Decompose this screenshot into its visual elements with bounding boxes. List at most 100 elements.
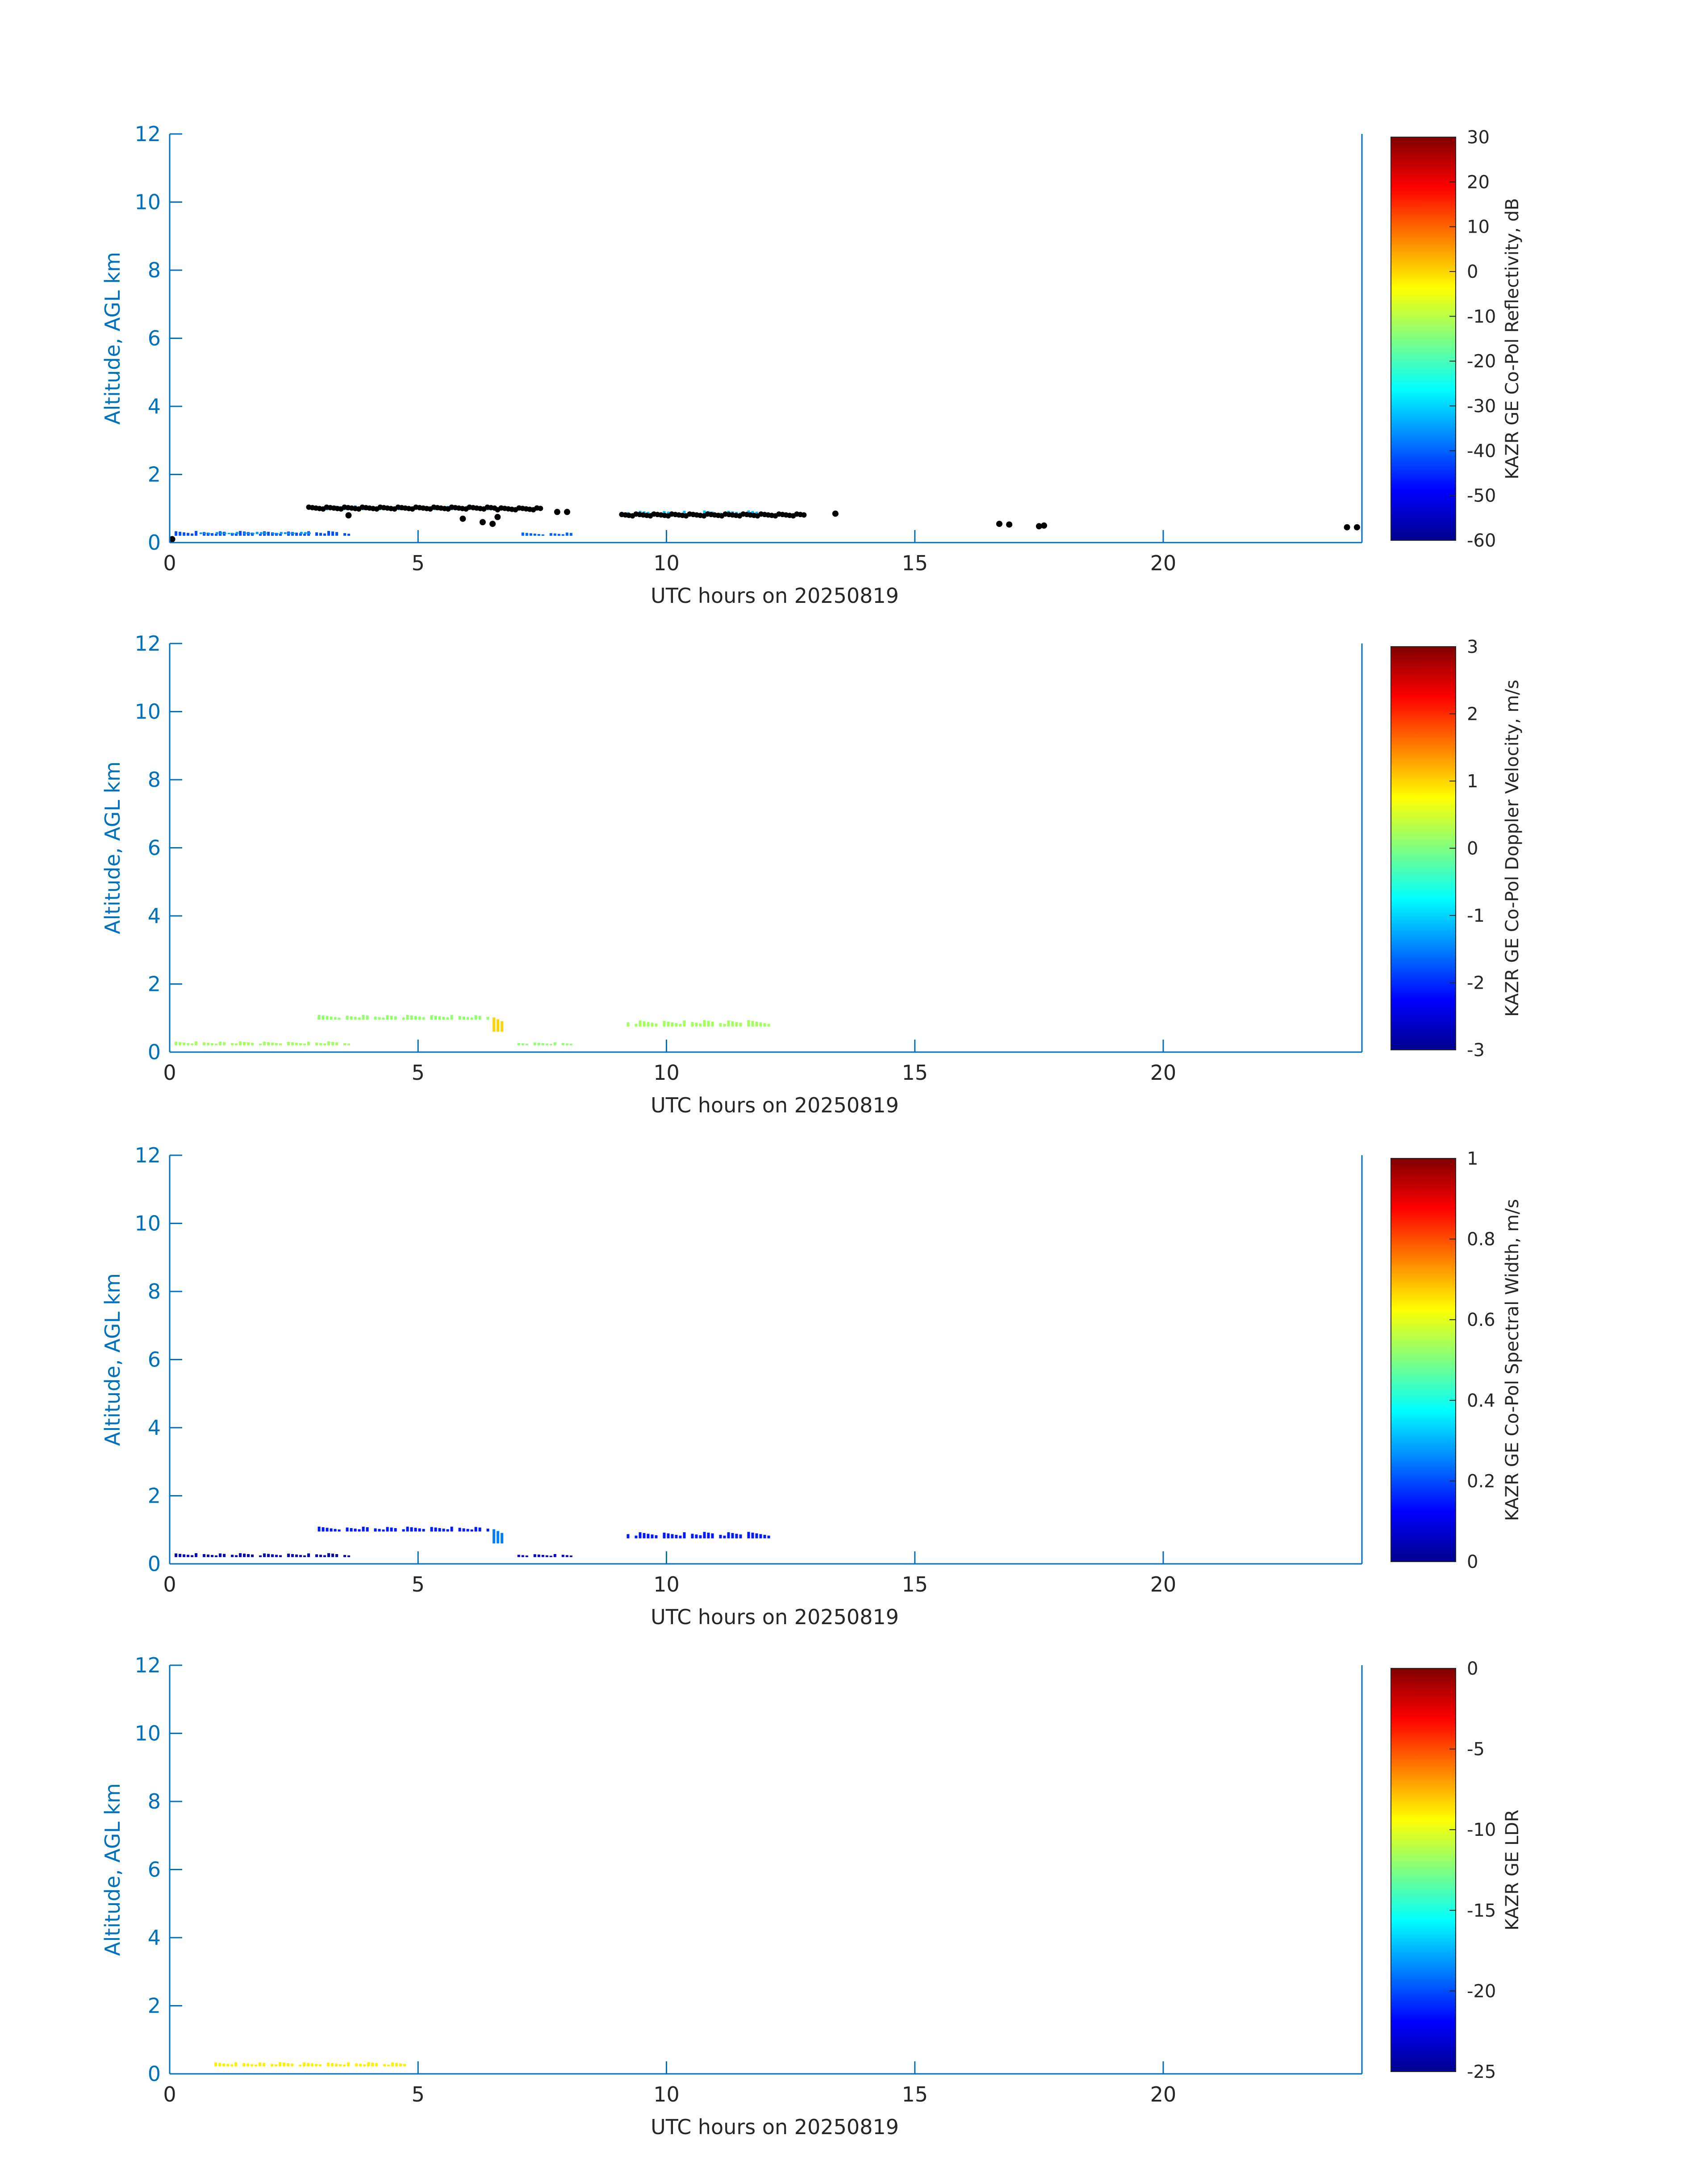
y-tick-label: 0 [148,1552,161,1576]
x-tick-label: 0 [163,1572,176,1596]
return-pixel [711,1533,714,1538]
return-pixel [304,532,307,534]
y-tick-label: 8 [148,768,161,792]
return-pixel [545,1043,548,1045]
colorbar-tick-label: 30 [1467,127,1490,148]
return-pixel [299,1043,302,1045]
return-pixel [203,1042,206,1045]
colorbar-tick-label: 20 [1467,172,1490,192]
return-pixel [223,1042,226,1045]
colorbar-ticks: -60 -50 -40 -30 -20 -10 0 10 20 30 [1449,127,1496,551]
return-pixel [747,1020,750,1027]
return-pixel [343,2064,346,2067]
return-pixel [569,533,572,536]
return-feature [626,1532,770,1538]
y-axis-label: Altitude, AGL km [100,1273,125,1446]
return-pixel [303,1044,306,1045]
return-pixel [553,533,556,536]
return-pixel [378,1017,381,1020]
return-pixel [565,532,568,536]
return-pixel [354,1529,357,1532]
return-feature [626,1020,770,1027]
return-pixel [222,2063,226,2067]
return-pixel [626,1534,630,1538]
return-pixel [643,1533,646,1538]
return-pixel [331,531,334,536]
return-pixel [378,1529,381,1532]
colorbar-tick-label: -20 [1467,351,1496,372]
return-pixel [406,1015,409,1020]
return-pixel [231,1554,234,1557]
return-pixel [323,1555,326,1557]
return-pixel [267,1042,270,1045]
return-pixel [731,1021,734,1027]
return-pixel [569,1044,572,1045]
return-pixel [747,1532,750,1538]
return-pixel [430,1527,433,1532]
return-feature [493,1529,504,1544]
return-pixel [711,1021,714,1027]
return-pixel [383,2064,386,2067]
colorbar-tick-label: 0 [1467,839,1478,859]
return-pixel [470,1018,473,1020]
return-pixel [347,1555,351,1557]
return-pixel [307,1553,310,1557]
cloud-base-point [564,509,570,515]
return-pixel [191,1555,194,1557]
return-pixel [350,1016,353,1020]
x-axis-label: UTC hours on 20250819 [651,1605,899,1629]
return-pixel [242,2063,246,2067]
return-pixel [382,1018,385,1020]
return-pixel [375,2063,378,2067]
colorbar-tick-label: -60 [1467,531,1496,551]
return-pixel [207,533,210,535]
return-feature [317,1526,489,1532]
return-pixel [671,1022,674,1027]
return-pixel [450,1015,453,1020]
colorbar-tick-label: 3 [1467,637,1478,657]
return-pixel [549,533,552,536]
colorbar-ticks: -25 -20 -15 -10 -5 0 [1449,1659,1496,2082]
return-pixel [338,1018,341,1020]
return-pixel [187,533,190,536]
return-pixel [751,1533,754,1538]
return-pixel [322,1015,325,1020]
y-tick-label: 10 [134,1212,161,1236]
return-pixel [334,1017,337,1020]
x-tick-label: 15 [902,551,928,575]
return-pixel [231,533,234,535]
return-pixel [343,533,347,536]
return-pixel [218,2063,221,2067]
panel-ldr: 0 2 4 6 8 10 12 0 5 10 15 20 Altitude, AGL km UTC h… [100,1653,1523,2139]
return-pixel [561,1554,564,1557]
return-pixel [271,2064,274,2067]
y-tick-label: 6 [148,326,161,351]
return-pixel [391,2062,394,2067]
x-tick-label: 0 [163,1061,176,1085]
cloud-base-point [479,519,486,526]
return-pixel [323,533,326,536]
return-pixel [493,1017,496,1032]
return-pixel [280,532,283,534]
colorbar [1391,646,1456,1050]
return-pixel [470,1529,473,1532]
x-axis-label: UTC hours on 20250819 [651,2115,899,2139]
y-tick-label: 6 [148,1858,161,1882]
return-pixel [533,1554,536,1557]
return-pixel [331,1554,334,1557]
return-pixel [207,1043,210,1045]
return-pixel [235,533,238,536]
return-pixel [358,1529,361,1532]
return-pixel [667,1533,670,1538]
colorbar-tick-label: -5 [1467,1739,1485,1760]
colorbar-label: KAZR GE LDR [1502,1809,1523,1930]
return-pixel [219,1553,222,1557]
return-pixel [179,1554,182,1557]
return-pixel [386,1015,389,1020]
plot-area [170,643,1362,1052]
return-pixel [394,1016,397,1020]
data-layer [169,504,1360,543]
return-pixel [374,1016,377,1020]
return-pixel [363,2064,366,2067]
return-pixel [255,2064,258,2067]
